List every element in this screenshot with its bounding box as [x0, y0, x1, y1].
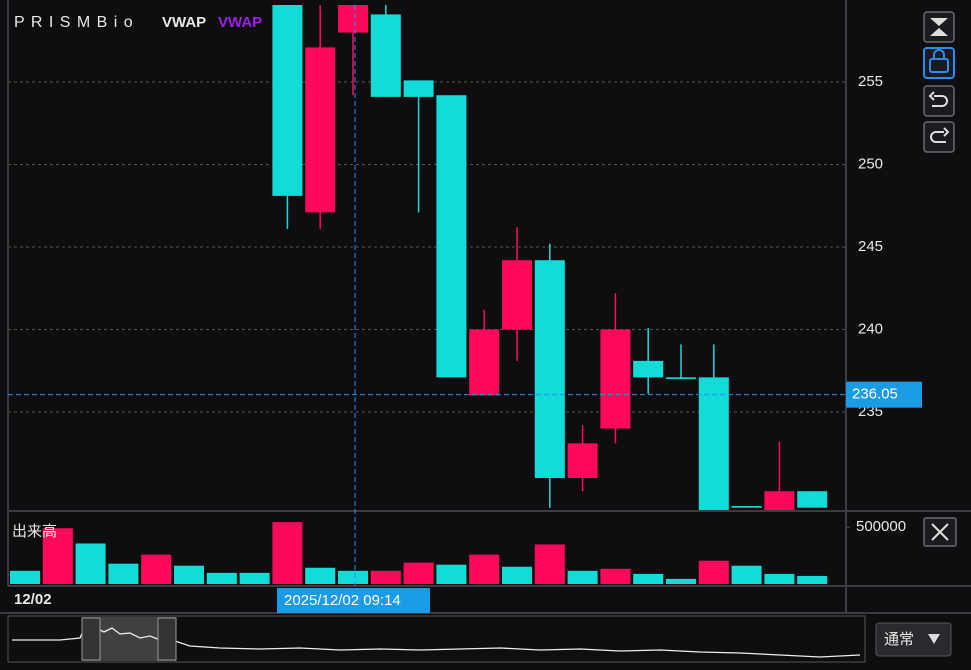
volume-bar [534, 544, 565, 584]
candle-body [469, 329, 500, 396]
toolbar [923, 11, 957, 547]
candle-body [403, 80, 434, 97]
price-label: 236.05 [852, 386, 898, 403]
volume-bar [698, 560, 729, 584]
candle-body [633, 360, 664, 378]
symbol: P R I S M B i o [14, 14, 134, 31]
navigator-line [12, 623, 861, 658]
volume-bar [75, 543, 106, 584]
volume-bar [436, 564, 467, 584]
candle-body [436, 95, 467, 378]
candle-body [338, 5, 368, 33]
indicator-name: VWAP [162, 14, 206, 31]
volume-bar [633, 573, 664, 584]
volume-bar [338, 570, 368, 584]
y-tick-label: 240 [858, 320, 883, 337]
candle-body [600, 329, 631, 429]
volume-bar [764, 573, 795, 584]
candle-body [370, 14, 401, 97]
volume-tick-label: 500000 [856, 518, 906, 535]
time-label: 2025/12/02 09:14 [284, 592, 401, 609]
volume-bar [469, 554, 500, 584]
undo-button[interactable] [923, 85, 955, 117]
mode-dropdown[interactable] [875, 622, 952, 657]
candle-body [797, 491, 828, 508]
volume-bar [731, 565, 762, 584]
volume-bar [206, 572, 237, 584]
y-tick-label: 245 [858, 238, 883, 255]
candle-body [666, 377, 696, 380]
undo-icon [928, 91, 948, 107]
volume-bar [174, 565, 204, 584]
price-label-box [846, 381, 922, 408]
price-pane [272, 5, 828, 510]
mode-label: 通常 [884, 631, 914, 648]
volume-bar [305, 567, 336, 584]
lock-icon [929, 58, 949, 73]
volume-bar [141, 554, 172, 584]
navigator [7, 615, 866, 663]
lock-button[interactable] [923, 47, 955, 79]
candle-body [567, 443, 598, 478]
volume-label: 出来高 [12, 523, 57, 540]
candle-body [534, 260, 565, 478]
time-label-box [277, 588, 430, 613]
candle-body [698, 377, 729, 510]
volume-bar [567, 570, 598, 584]
date-label: 12/02 [14, 591, 52, 608]
volume-bar [370, 570, 401, 584]
y-tick-label: 250 [858, 156, 883, 173]
candle-body [731, 506, 762, 508]
fit-button[interactable] [923, 11, 955, 43]
overlay: 236.05 2025/12/02 09:14 [8, 5, 922, 613]
redo-icon [930, 127, 950, 143]
volume-bar [239, 572, 270, 584]
candle-body [272, 5, 303, 196]
lock-icon [933, 49, 945, 59]
volume-pane: 500000 [10, 518, 906, 584]
redo-button[interactable] [923, 121, 955, 153]
legend-entry: VWAP [218, 14, 262, 31]
volume-bar [600, 568, 631, 584]
navigator-handle[interactable] [81, 617, 101, 661]
volume-bar [502, 566, 532, 584]
y-tick-label: 255 [858, 73, 883, 90]
volume-bar [10, 570, 40, 584]
candle-body [305, 47, 336, 213]
volume-bar [403, 562, 434, 584]
volume-bar [272, 522, 303, 584]
candle-body [502, 260, 532, 330]
candle-body [764, 491, 795, 510]
dropdown-arrow [928, 634, 940, 644]
fit-icon [930, 18, 948, 36]
close-icon [931, 523, 949, 541]
volume-bar [108, 563, 139, 584]
volume-bar [42, 528, 73, 584]
volume-bar [666, 578, 696, 584]
volume-bar [797, 575, 828, 584]
navigator-handle[interactable] [157, 617, 177, 661]
